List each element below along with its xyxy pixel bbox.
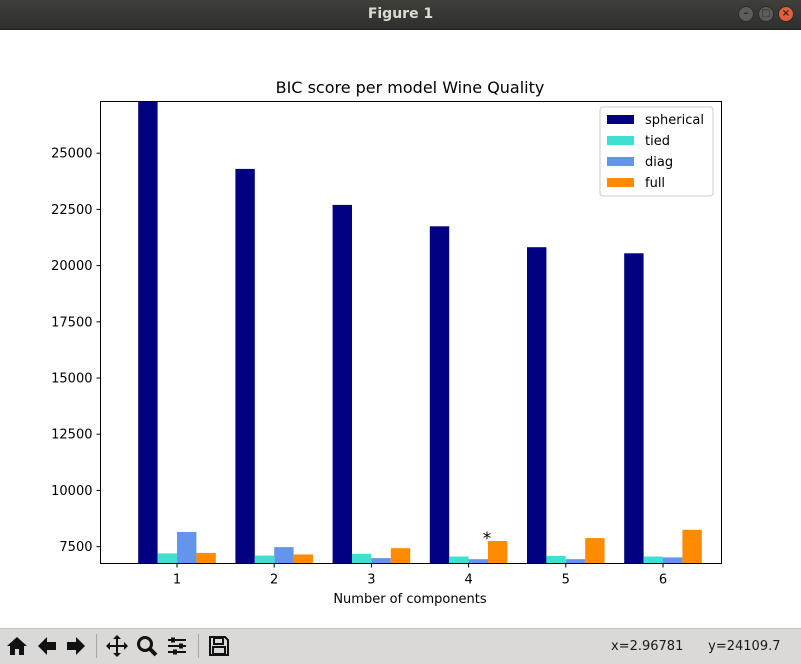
pan-icon [106, 635, 128, 657]
bar-diag-3 [371, 558, 391, 564]
x-tick-label: 2 [270, 573, 278, 588]
annotations-group: * [483, 529, 492, 549]
window-title: Figure 1 [367, 6, 434, 22]
y-tick-label: 7500 [59, 540, 92, 555]
x-tick-label: 3 [367, 573, 375, 588]
cursor-coordinates: x=2.96781 y=24109.7 [611, 639, 781, 654]
y-tick-label: 10000 [51, 484, 92, 499]
legend-label-diag: diag [645, 155, 673, 170]
legend-label-full: full [645, 176, 665, 191]
home-button[interactable] [4, 633, 30, 659]
save-button[interactable] [206, 633, 232, 659]
bar-full-5 [585, 538, 605, 564]
bar-tied-1 [157, 553, 177, 564]
y-tick-label: 25000 [51, 147, 92, 162]
x-tick-label: 5 [562, 573, 570, 588]
close-button[interactable]: × [778, 6, 794, 22]
bar-diag-6 [663, 557, 683, 564]
bar-tied-5 [546, 555, 566, 564]
zoom-icon [137, 636, 158, 657]
legend-label-tied: tied [645, 134, 670, 149]
x-tick-label: 4 [464, 573, 472, 588]
maximize-button[interactable]: □ [758, 6, 774, 22]
toolbar-separator [96, 634, 97, 658]
y-tick-label: 12500 [51, 428, 92, 443]
pan-button[interactable] [104, 633, 130, 659]
x-tick-label: 1 [173, 573, 181, 588]
legend-box [599, 106, 714, 197]
coord-y: y=24109.7 [708, 639, 781, 654]
bar-tied-4 [449, 556, 469, 564]
legend-swatch-diag [607, 157, 634, 166]
back-button[interactable] [34, 633, 60, 659]
bar-diag-4 [468, 559, 488, 564]
y-tick-label: 22500 [51, 203, 92, 218]
bar-diag-1 [177, 532, 197, 564]
window-titlebar: Figure 1 – □ × [0, 0, 801, 30]
coord-x: x=2.96781 [611, 639, 684, 654]
toolbar-separator [198, 634, 199, 658]
bar-tied-6 [643, 556, 663, 564]
minimize-button[interactable]: – [738, 6, 754, 22]
bar-diag-2 [274, 547, 294, 564]
figure-canvas[interactable]: BIC score per model Wine Quality * 7500 1… [0, 30, 801, 628]
zoom-button[interactable] [134, 633, 160, 659]
configure-subplots-icon [168, 637, 186, 655]
x-axis: 1 2 3 4 5 6 [173, 563, 667, 588]
bar-full-3 [390, 548, 411, 564]
back-icon [38, 637, 56, 655]
home-icon [7, 637, 27, 655]
bar-spherical-6 [624, 253, 644, 564]
legend: spherical tied diag full [599, 106, 714, 197]
bar-spherical-2 [235, 168, 255, 564]
bar-spherical-3 [332, 204, 352, 564]
bar-full-2 [293, 554, 313, 564]
bar-diag-5 [565, 559, 586, 564]
bar-tied-2 [254, 555, 275, 564]
legend-swatch-tied [607, 136, 634, 145]
x-tick-label: 6 [659, 573, 667, 588]
plot-frame [100, 101, 722, 564]
bars-group [138, 101, 702, 564]
bar-spherical-5 [527, 247, 547, 564]
chart-title: BIC score per model Wine Quality [276, 78, 545, 97]
navigation-toolbar: x=2.96781 y=24109.7 [0, 628, 801, 664]
bar-spherical-1 [138, 101, 158, 564]
y-tick-label: 17500 [51, 315, 92, 330]
bar-full-4 [488, 541, 508, 564]
bar-full-1 [196, 552, 216, 564]
save-icon [209, 636, 229, 656]
legend-swatch-full [607, 178, 634, 187]
configure-subplots-button[interactable] [164, 633, 190, 659]
y-tick-label: 20000 [51, 259, 92, 274]
bar-tied-3 [352, 553, 372, 564]
y-tick-label: 15000 [51, 372, 92, 387]
bar-spherical-4 [429, 226, 450, 564]
x-axis-label: Number of components [333, 592, 487, 607]
forward-button[interactable] [63, 633, 89, 659]
forward-icon [67, 637, 85, 655]
y-axis: 7500 10000 12500 15000 17500 20000 22500 25000 [51, 147, 101, 555]
bar-chart: BIC score per model Wine Quality * 7500 1… [51, 78, 722, 607]
legend-swatch-spherical [607, 115, 634, 124]
legend-label-spherical: spherical [645, 113, 704, 128]
bar-full-6 [682, 529, 702, 564]
best-model-marker: * [483, 529, 492, 549]
